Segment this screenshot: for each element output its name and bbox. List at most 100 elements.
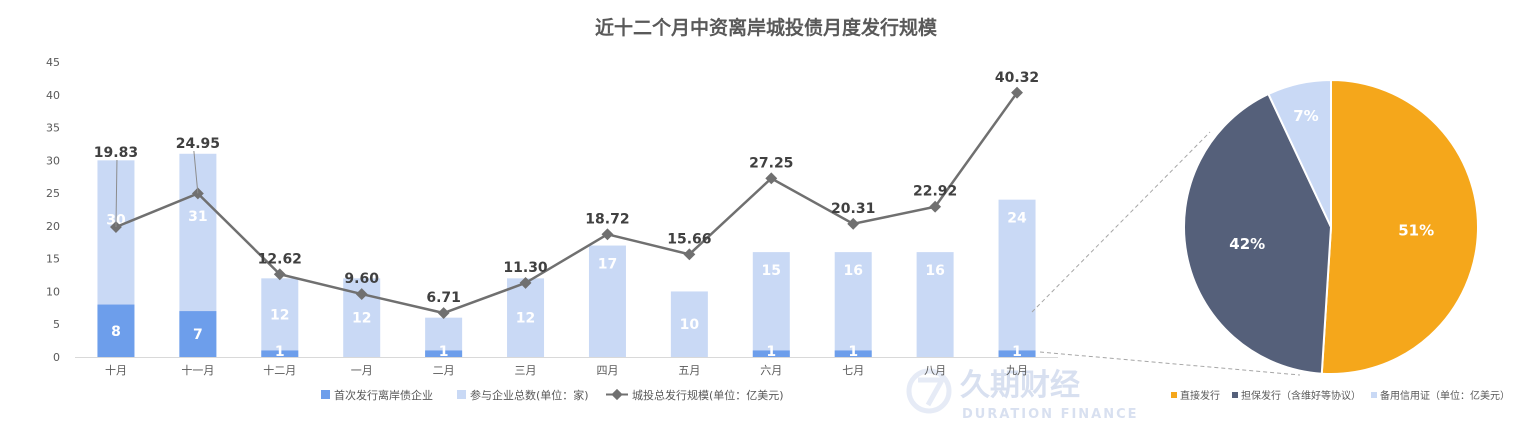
watermark-subtext: DURATION FINANCE [962, 407, 1139, 422]
line-data-label: 19.83 [94, 145, 138, 161]
line-point [355, 288, 368, 301]
pie-legend-swatch [1232, 392, 1238, 398]
x-tick-label: 一月 [351, 364, 373, 377]
x-tick-label: 三月 [515, 364, 537, 377]
line-series: 19.83 24.95 12.62 9.60 6.71 11.30 18.72 15.66 27… [94, 70, 1039, 319]
pie-slice [1320, 78, 1479, 375]
line-data-label: 6.71 [426, 290, 461, 306]
line-data-label: 40.32 [995, 70, 1039, 86]
line-data-label: 12.62 [258, 251, 302, 267]
x-tick-label: 九月 [1006, 364, 1028, 377]
bar-total-label: 24 [1007, 211, 1027, 227]
y-tick-label: 10 [46, 285, 60, 298]
x-tick-label: 四月 [596, 364, 618, 377]
bar-total [507, 278, 545, 357]
pie-slice [1267, 78, 1332, 228]
y-tick-label: 45 [46, 56, 60, 69]
pie-legend-label: 直接发行 [1180, 389, 1220, 402]
y-tick-label: 0 [53, 351, 60, 364]
bar-total-label: 16 [843, 263, 862, 279]
line-data-label: 22.92 [913, 184, 957, 200]
connector-line [1031, 131, 1211, 313]
bar-total-label: 12 [516, 311, 535, 327]
y-tick-label: 20 [46, 220, 60, 233]
pie-slice-label: 7% [1293, 107, 1318, 125]
x-tick-label: 五月 [678, 364, 700, 377]
pie-chart: 51% 42% 7% [1031, 78, 1479, 376]
chart-title: 近十二个月中资离岸城投债月度发行规模 [595, 16, 938, 39]
y-tick-label: 40 [46, 89, 60, 102]
y-tick-label: 35 [46, 122, 60, 135]
line-point [601, 228, 614, 241]
bar-total-label: 12 [352, 311, 371, 327]
legend-label-first-issue: 首次发行离岸债企业 [334, 388, 433, 402]
bar-total [261, 278, 299, 357]
x-tick-label: 十月 [105, 363, 127, 377]
bar-first-issue [261, 350, 299, 357]
legend-label-total: 参与企业总数(单位：家) [470, 388, 589, 402]
legend-swatch-total [457, 390, 466, 399]
bar-first-issue [97, 304, 135, 357]
bar-first-issue [425, 350, 463, 357]
pie-legend-swatch [1371, 392, 1377, 398]
watermark-text: 久期财经 [960, 368, 1080, 403]
pie-legend-label: 备用信用证（单位：亿美元） [1380, 389, 1510, 402]
x-tick-label: 六月 [760, 364, 782, 377]
bar-first-issue [998, 350, 1036, 357]
line-data-label: 15.66 [667, 231, 711, 247]
legend-label-line: 城投总发行规模(单位：亿美元) [632, 388, 784, 402]
bar-first-issue [752, 350, 790, 357]
y-tick-label: 5 [53, 318, 60, 331]
bar-total [834, 252, 872, 357]
legend-swatch-first-issue [321, 390, 330, 399]
x-axis: 十月 十一月 十二月 一月 二月 三月 四月 五月 六月 七月 八月 九月 [75, 357, 1058, 377]
leader-line [193, 150, 199, 194]
x-tick-label: 七月 [842, 364, 864, 377]
bar-total [916, 252, 954, 357]
bar-total-label: 17 [598, 257, 617, 273]
bar-first-issue-label: 1 [1012, 344, 1022, 360]
bar-first-issue-label: 1 [766, 344, 776, 360]
line-point [273, 268, 286, 281]
pie-slice [1183, 92, 1333, 375]
x-tick-label: 八月 [924, 364, 946, 377]
line-data-label: 11.30 [503, 260, 548, 276]
bar-total-label: 10 [680, 317, 700, 333]
x-tick-label: 二月 [433, 364, 455, 377]
line-point [847, 217, 860, 230]
pie-legend: 直接发行 担保发行（含维好等协议） 备用信用证（单位：亿美元） [1171, 389, 1510, 402]
x-tick-label: 十一月 [181, 363, 214, 377]
connector-line [1039, 351, 1301, 376]
bar-total [752, 252, 790, 357]
bar-total-label: 12 [270, 307, 289, 323]
bar-first-issue-label: 7 [193, 327, 203, 343]
legend-line-marker [611, 388, 623, 401]
y-tick-label: 15 [46, 253, 60, 266]
line-point [765, 172, 778, 185]
bar-total [998, 199, 1036, 357]
bar-first-issue-label: 8 [111, 324, 121, 340]
bar-total [670, 291, 708, 357]
y-tick-label: 30 [46, 154, 60, 167]
bar-first-issue-label: 1 [848, 344, 858, 360]
pie-legend-swatch [1171, 392, 1177, 398]
line-point [437, 307, 450, 319]
line-point [683, 248, 696, 261]
bar-total-label: 31 [188, 209, 207, 225]
y-tick-label: 25 [46, 187, 60, 200]
line-data-label: 18.72 [585, 211, 629, 227]
pie-legend-label: 担保发行（含维好等协议） [1241, 389, 1361, 402]
line-data-label: 24.95 [176, 136, 220, 152]
bar-legend: 首次发行离岸债企业 参与企业总数(单位：家) 城投总发行规模(单位：亿美元) [321, 388, 784, 402]
bar-total-label: 16 [925, 263, 944, 279]
y-axis: 0 5 10 15 20 25 30 35 40 45 [46, 56, 60, 364]
bar-first-issue [179, 311, 217, 357]
bar-first-issue-label: 1 [275, 344, 285, 360]
line-path [115, 91, 1019, 315]
line-data-label: 27.25 [749, 155, 793, 171]
bar-first-issue-label: 1 [439, 344, 449, 360]
x-tick-label: 十二月 [263, 363, 296, 377]
